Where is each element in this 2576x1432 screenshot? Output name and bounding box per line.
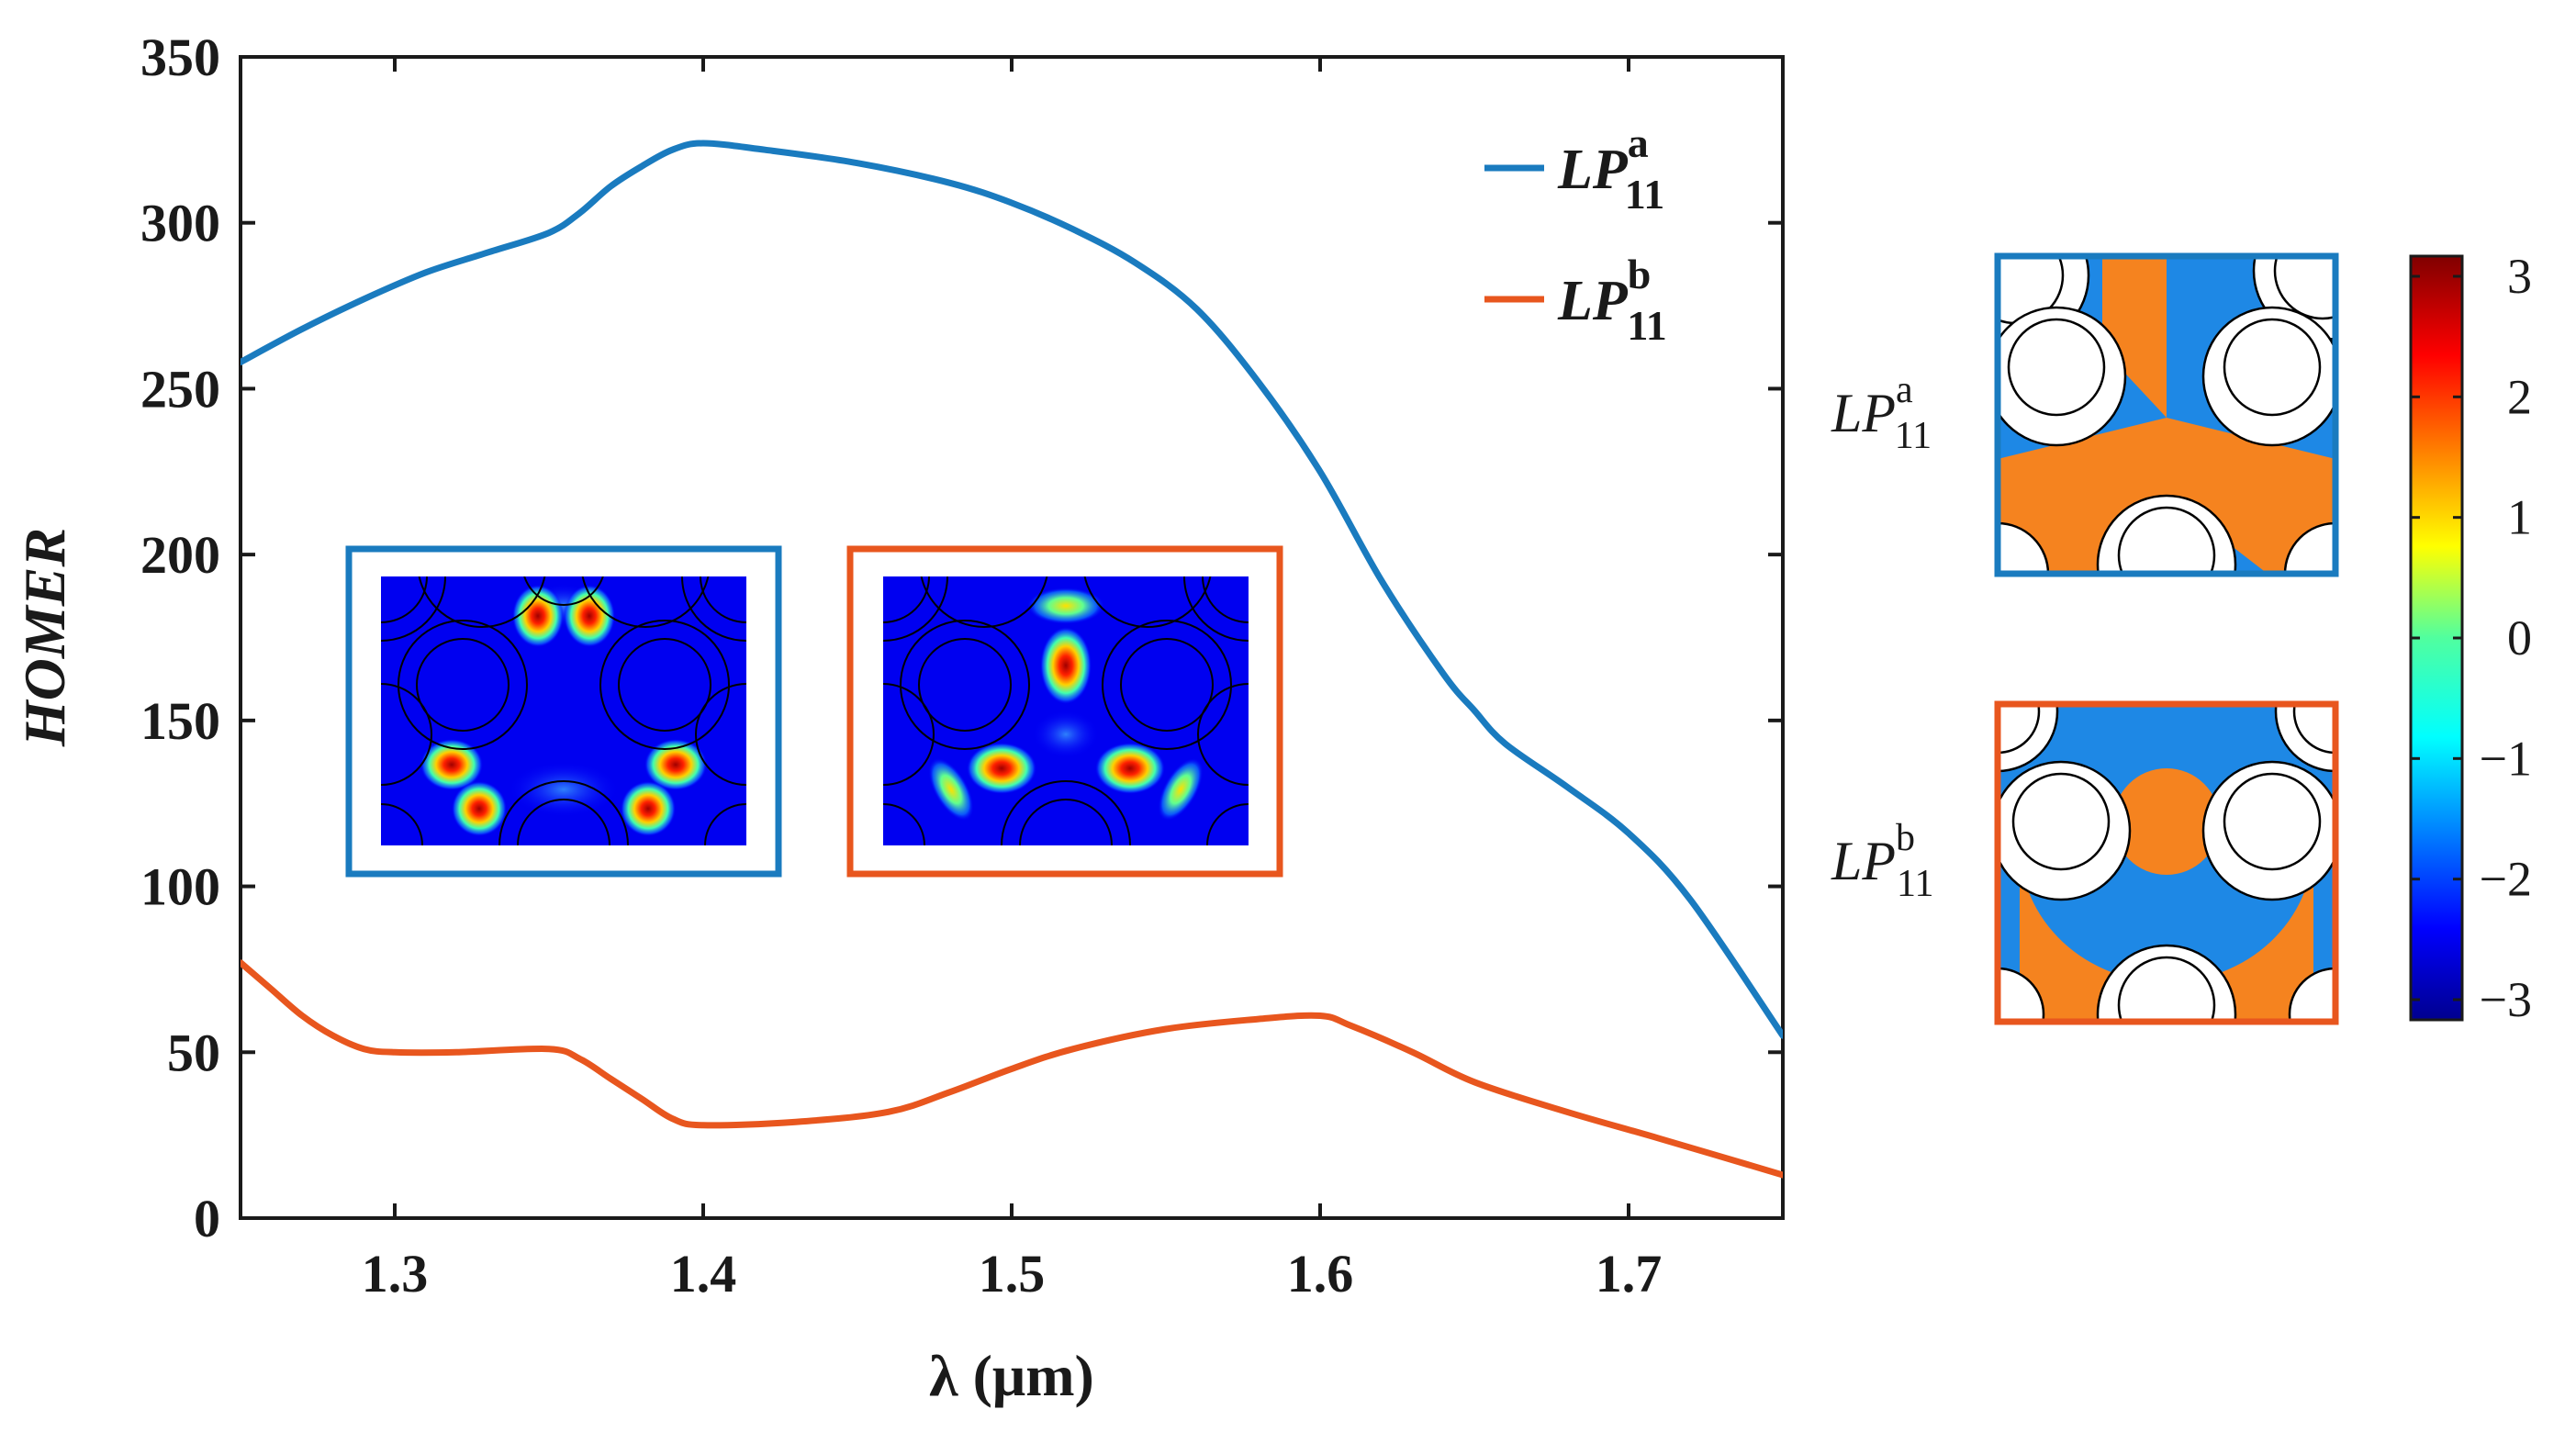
plot-axes: 0 50 100 150 200 250 300 350 1.3 1.4 1.5 1.6 1.7: [140, 28, 1785, 1303]
legend: LPa 11 LPb 11: [1484, 119, 1667, 349]
mode-panel-lp11a: [1998, 256, 2335, 574]
x-axis-ticks: 1.3 1.4 1.5 1.6 1.7: [362, 57, 1663, 1303]
colorbar-tick-label: 2: [2507, 369, 2532, 424]
x-tick-label: 1.4: [670, 1244, 737, 1303]
x-tick-label: 1.7: [1596, 1244, 1663, 1303]
x-tick-label: 1.5: [979, 1244, 1046, 1303]
colorbar-tick-label: −1: [2480, 731, 2532, 786]
x-tick-label: 1.6: [1287, 1244, 1354, 1303]
colorbar-tick-label: 0: [2507, 610, 2532, 666]
mode-panel-lp11a-frame: [1994, 252, 2339, 577]
y-axis-label: HOMER: [12, 528, 77, 747]
y-tick-label: 100: [140, 857, 220, 917]
mode-panel-lp11b-frame: [1994, 700, 2339, 1025]
y-tick-label: 350: [140, 28, 220, 87]
colorbar-tick-label: 3: [2507, 249, 2532, 304]
colorbar-tick-label: −3: [2480, 972, 2532, 1027]
colorbar-tick-label: 1: [2507, 490, 2532, 545]
y-tick-label: 0: [194, 1189, 220, 1248]
colorbar: 3 2 1 0 −1 −2 −3: [2409, 249, 2532, 1027]
y-tick-label: 150: [140, 691, 220, 751]
y-tick-label: 250: [140, 359, 220, 419]
inset-lp11a-frame: [345, 545, 782, 878]
series-line-lp11b: [241, 959, 1783, 1179]
x-axis-label: λ (μm): [929, 1343, 1094, 1408]
y-axis-ticks: 0 50 100 150 200 250 300 350: [140, 28, 1783, 1248]
series-line-lp11a: [241, 140, 1783, 1039]
inset-lp11a-field: [381, 576, 746, 845]
y-tick-label: 50: [167, 1023, 220, 1082]
colorbar-ticks: 3 2 1 0 −1 −2 −3: [2411, 249, 2532, 1027]
inset-lp11b-frame: [846, 545, 1283, 878]
colorbar-tick-label: −2: [2480, 852, 2532, 907]
mode-label-lp11a: LPa 11: [1831, 369, 1932, 457]
x-tick-label: 1.3: [362, 1244, 429, 1303]
mode-label-lp11b: LPb 11: [1831, 817, 1933, 905]
y-tick-label: 200: [140, 525, 220, 585]
legend-label-lp11a: LPa 11: [1557, 119, 1664, 218]
y-tick-label: 300: [140, 194, 220, 253]
mode-panel-lp11b: [1998, 704, 2335, 1022]
legend-label-lp11b: LPb 11: [1557, 251, 1667, 349]
inset-lp11b-field: [883, 576, 1249, 845]
